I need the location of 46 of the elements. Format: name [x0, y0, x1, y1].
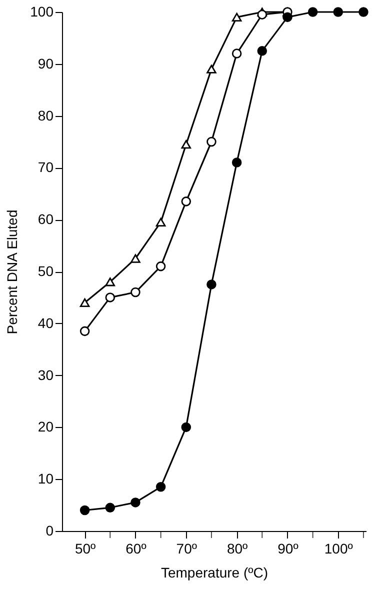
- point: [80, 505, 90, 516]
- point: [232, 12, 242, 22]
- x-axis-title: Temperature (ºC): [160, 564, 268, 580]
- point: [130, 287, 140, 298]
- point: [206, 136, 216, 147]
- y-tick-label: 30: [38, 366, 54, 383]
- y-tick-label: 70: [38, 159, 54, 176]
- point: [80, 298, 90, 307]
- point: [105, 292, 116, 302]
- y-tick-label: 50: [38, 263, 54, 279]
- point: [181, 196, 192, 206]
- point: [206, 280, 216, 290]
- x-tick-label: 90º: [278, 540, 298, 556]
- point: [156, 482, 166, 492]
- x-tick-label: 70º: [176, 540, 197, 556]
- x-tick-label: 50º: [74, 540, 96, 556]
- y-tick-label: 80: [38, 107, 54, 124]
- point: [282, 12, 292, 22]
- point: [232, 48, 242, 58]
- point: [181, 140, 192, 149]
- point: [232, 158, 242, 168]
- point: [257, 10, 268, 20]
- y-tick-label: 10: [38, 470, 54, 487]
- point: [105, 502, 116, 513]
- y-tick-label: 40: [38, 314, 54, 331]
- point: [80, 326, 90, 336]
- x-tick-label: 80º: [226, 540, 248, 556]
- point: [206, 64, 216, 74]
- point: [156, 261, 166, 272]
- point: [257, 46, 268, 56]
- y-tick-label: 20: [38, 418, 54, 435]
- y-tick-label: 60: [38, 211, 54, 228]
- y-tick-label: 0: [46, 522, 54, 538]
- point: [308, 7, 318, 17]
- point: [130, 254, 140, 263]
- y-tick-label: 90: [38, 55, 54, 72]
- y-axis-title: Percent DNA Eluted: [4, 210, 20, 334]
- point: [358, 7, 368, 17]
- point: [181, 422, 192, 432]
- point: [156, 218, 166, 227]
- point: [105, 278, 116, 286]
- point: [333, 7, 344, 17]
- point: [130, 498, 140, 508]
- y-tick-label: 100: [30, 4, 54, 20]
- x-tick-label: 60º: [126, 540, 146, 556]
- x-tick-label: 100º: [324, 540, 353, 556]
